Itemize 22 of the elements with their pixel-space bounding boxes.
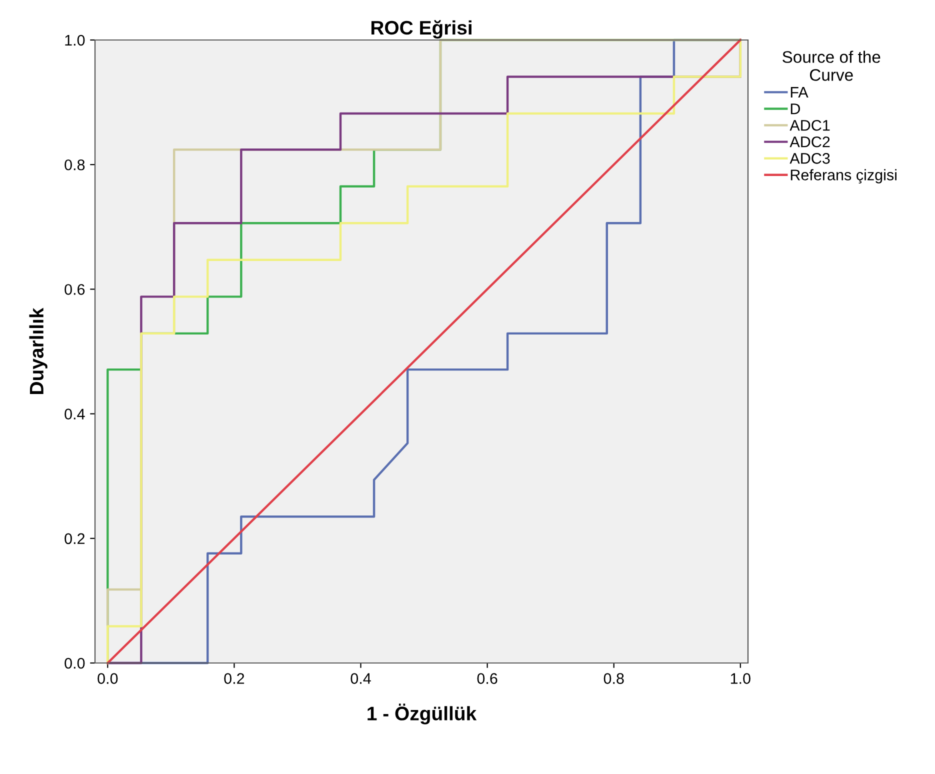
legend-title: Source of the Curve: [782, 50, 880, 81]
legend-label: ADC1: [790, 120, 830, 131]
x-tick-label: 0.6: [477, 673, 498, 684]
x-tick-label: 0.2: [224, 673, 244, 684]
y-tick-label: 0.0: [64, 658, 85, 669]
x-tick-label: 0.4: [350, 673, 371, 684]
chart-title: ROC Eğrisi: [371, 20, 472, 39]
y-axis-title: Duyarlılık: [29, 308, 48, 394]
legend-label: ADC2: [790, 136, 830, 148]
x-axis-title: 1 - Özgüllük: [368, 704, 477, 724]
x-tick-label: 0.0: [98, 673, 118, 684]
x-tick-label: 1.0: [730, 673, 750, 684]
y-tick-label: 0.2: [64, 533, 85, 544]
legend-label: D: [790, 104, 800, 114]
legend-label: Referans çizgisi: [790, 169, 896, 184]
y-tick-label: 0.6: [64, 284, 85, 295]
legend-label: FA: [790, 87, 808, 98]
y-tick-label: 1.0: [65, 34, 85, 46]
y-tick-label: 0.4: [64, 408, 85, 420]
x-tick-label: 0.8: [604, 673, 624, 684]
y-tick-label: 0.8: [64, 159, 85, 170]
legend-label: ADC3: [790, 153, 830, 164]
